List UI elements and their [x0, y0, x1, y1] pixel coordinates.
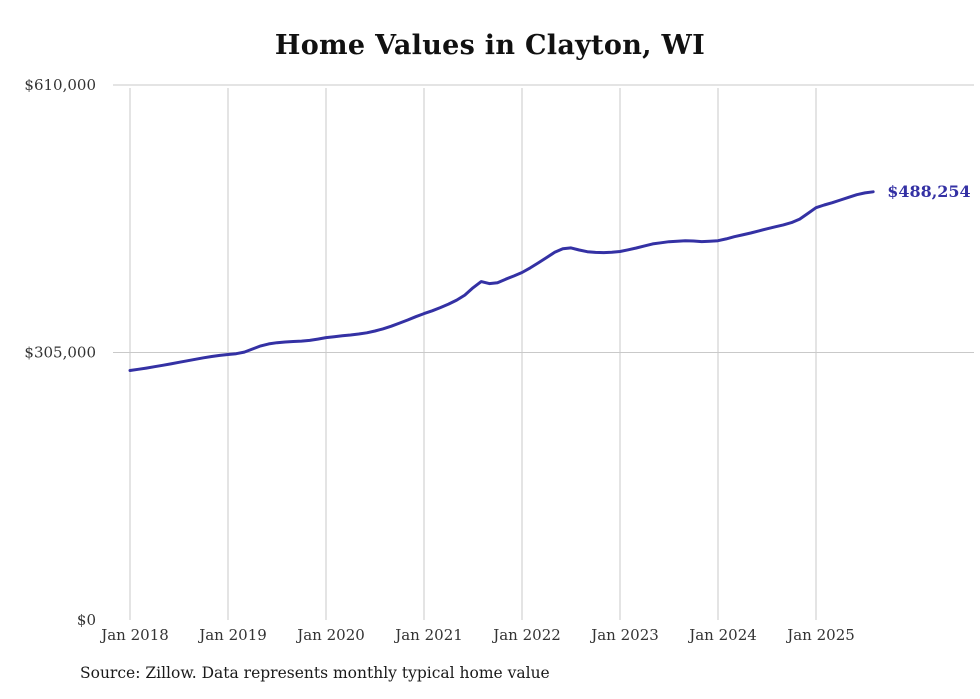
y-axis-label: $305,000 — [24, 344, 96, 362]
x-axis-label: Jan 2022 — [491, 626, 561, 644]
x-axis-label: Jan 2018 — [99, 626, 169, 644]
x-axis-label: Jan 2023 — [589, 626, 659, 644]
chart-title: Home Values in Clayton, WI — [274, 30, 706, 61]
y-axis-label: $0 — [77, 611, 96, 629]
x-axis-label: Jan 2021 — [393, 626, 463, 644]
home-value-line — [128, 190, 875, 372]
final-value-label: $488,254 — [887, 182, 971, 201]
x-axis-label: Jan 2019 — [197, 626, 267, 644]
x-axis-label: Jan 2025 — [785, 626, 855, 644]
source-note: Source: Zillow. Data represents monthly … — [80, 664, 550, 682]
x-axis-label: Jan 2024 — [687, 626, 757, 644]
y-axis-label: $610,000 — [24, 76, 96, 94]
x-axis-label: Jan 2020 — [295, 626, 365, 644]
